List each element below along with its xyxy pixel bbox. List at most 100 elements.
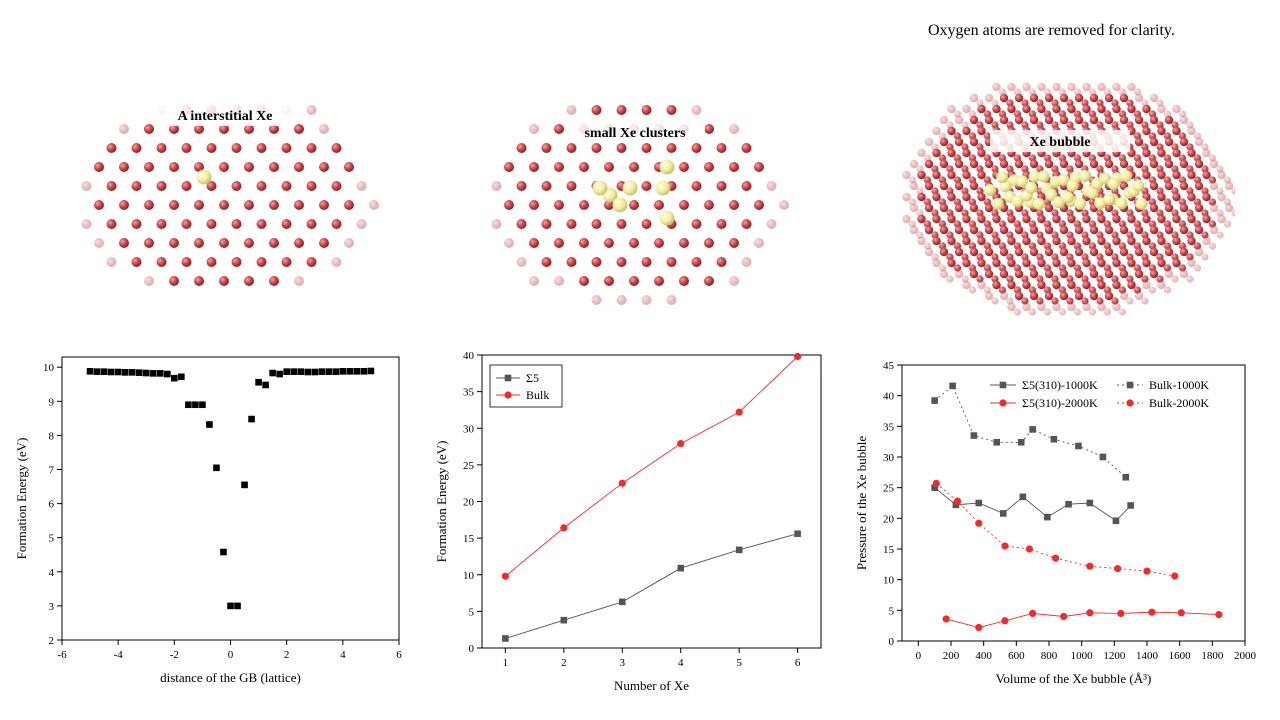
uranium-atom: [244, 276, 254, 286]
uranium-atom: [766, 219, 777, 229]
uranium-atom: [331, 143, 342, 153]
uranium-atom: [256, 219, 267, 229]
uranium-atom: [1022, 82, 1031, 92]
uranium-atom: [1119, 247, 1129, 257]
uranium-atom: [541, 143, 552, 153]
uranium-atom: [1021, 231, 1029, 239]
uranium-atom: [1104, 291, 1114, 301]
uranium-atom: [1037, 258, 1046, 268]
uranium-atom: [356, 181, 367, 191]
uranium-atom: [1089, 291, 1099, 301]
uranium-atom: [244, 238, 254, 248]
uranium-atom: [1194, 225, 1204, 235]
uranium-atom: [1178, 110, 1187, 118]
uranium-atom: [1231, 187, 1235, 195]
uranium-atom: [939, 203, 949, 213]
x-axis-label: Number of Xe: [614, 678, 689, 693]
uranium-atom: [319, 124, 329, 134]
uranium-atom: [144, 238, 154, 248]
y-tick-label: 0: [889, 636, 895, 648]
data-point: [114, 368, 122, 376]
uranium-atom: [1066, 231, 1074, 239]
x-tick-label: 2000: [1234, 650, 1257, 662]
y-tick-label: 10: [463, 570, 475, 582]
uranium-atom: [1058, 110, 1067, 118]
data-point: [1148, 608, 1156, 616]
uranium-atom: [691, 181, 702, 191]
xenon-atom: [991, 197, 1004, 210]
uranium-atom: [1073, 242, 1082, 250]
uranium-atom: [969, 181, 979, 191]
uranium-atom: [938, 198, 947, 206]
uranium-atom: [729, 124, 739, 134]
uranium-atom: [1217, 214, 1226, 224]
uranium-atom: [1179, 181, 1189, 191]
xenon-atom: [1045, 189, 1058, 202]
uranium-atom: [1172, 258, 1181, 268]
y-tick-label: 45: [883, 360, 895, 372]
uranium-atom: [983, 286, 992, 294]
uranium-atom: [1111, 297, 1119, 305]
uranium-atom: [1119, 291, 1129, 301]
data-point: [164, 370, 171, 378]
uranium-atom: [529, 276, 539, 286]
atom-panel-interstitial: A interstitial Xe: [81, 104, 379, 286]
uranium-atom: [976, 253, 984, 261]
uranium-atom: [1202, 214, 1211, 224]
uranium-atom: [1013, 220, 1022, 228]
x-tick-label: 800: [1041, 650, 1058, 662]
uranium-atom: [1029, 93, 1039, 103]
uranium-atom: [194, 238, 204, 248]
uranium-atom: [983, 242, 992, 250]
uranium-atom: [1223, 220, 1232, 228]
uranium-atom: [591, 219, 602, 229]
x-tick-label: 2: [284, 649, 290, 661]
uranium-atom: [691, 143, 702, 153]
uranium-atom: [219, 124, 229, 134]
uranium-atom: [961, 275, 969, 283]
uranium-atom: [1119, 159, 1129, 169]
uranium-atom: [961, 143, 969, 151]
uranium-atom: [1142, 258, 1151, 268]
data-point: [262, 381, 269, 389]
uranium-atom: [999, 291, 1009, 301]
uranium-atom: [1156, 209, 1164, 217]
uranium-atom: [1111, 253, 1119, 261]
uranium-atom: [716, 257, 727, 267]
uranium-atom: [931, 187, 939, 195]
uranium-atom: [1021, 209, 1029, 217]
uranium-atom: [1148, 110, 1157, 118]
uranium-atom: [1186, 121, 1194, 129]
uranium-atom: [984, 115, 994, 125]
uranium-atom: [1052, 214, 1061, 224]
uranium-atom: [938, 242, 947, 250]
uranium-atom: [909, 159, 919, 169]
uranium-atom: [1096, 99, 1104, 107]
data-point: [1215, 611, 1223, 619]
x-tick-label: -4: [114, 649, 124, 661]
uranium-atom: [1186, 143, 1194, 151]
uranium-atom: [1126, 297, 1134, 305]
uranium-atom: [1037, 280, 1046, 290]
uranium-atom: [954, 225, 964, 235]
uranium-atom: [1059, 115, 1069, 125]
uranium-atom: [932, 192, 941, 202]
uranium-atom: [1066, 253, 1074, 261]
uranium-atom: [219, 238, 229, 248]
uranium-atom: [1112, 82, 1121, 92]
legend-label: Bulk-2000K: [1149, 396, 1209, 410]
xenon-atom: [1098, 172, 1111, 185]
uranium-atom: [244, 124, 254, 134]
xenon-atom: [1115, 197, 1128, 210]
uranium-atom: [716, 219, 727, 229]
uranium-atom: [924, 203, 934, 213]
uranium-atom: [1013, 286, 1022, 294]
uranium-atom: [953, 198, 962, 206]
uranium-atom: [1201, 143, 1209, 151]
uranium-atom: [704, 124, 714, 134]
uranium-atom: [1187, 214, 1196, 224]
uranium-atom: [1208, 154, 1217, 162]
y-tick-label: 8: [49, 430, 55, 442]
uranium-atom: [1149, 137, 1159, 147]
uranium-atom: [983, 264, 992, 272]
